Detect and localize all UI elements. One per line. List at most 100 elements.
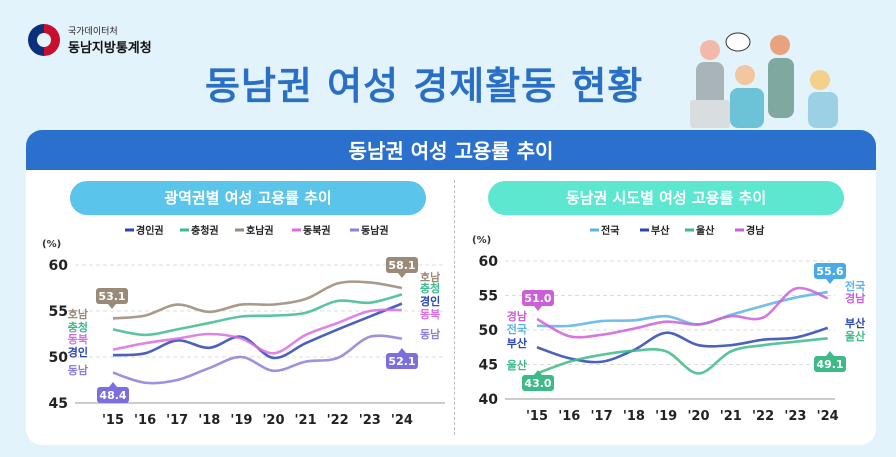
y-tick-label: 45 xyxy=(479,358,498,374)
x-tick-label: '24 xyxy=(391,413,413,428)
regional-employment-chart: (%) 45 50 55 60 '15 '16 '17 '18 '19 '20 '21 '22 '23 '2… xyxy=(42,224,445,428)
value-callout xyxy=(386,257,418,273)
series-start-label: 충청 xyxy=(68,320,88,334)
callout-pointer xyxy=(534,306,542,311)
y-tick-label: 40 xyxy=(479,392,499,408)
x-tick-label: '18 xyxy=(198,413,220,428)
y-tick-label: 60 xyxy=(49,258,69,274)
series-end-label: 호남 xyxy=(420,270,440,284)
callout-value: 51.0 xyxy=(524,292,551,305)
legend-label: 울산 xyxy=(696,224,715,237)
series-line-경남 xyxy=(536,286,829,339)
government-emblem-icon xyxy=(28,24,60,56)
series-start-label: 울산 xyxy=(507,358,527,372)
callout-value: 48.4 xyxy=(99,389,126,402)
x-tick-label: '21 xyxy=(295,413,317,428)
section-banner: 동남권 여성 고용률 추이 xyxy=(26,130,876,170)
value-callout xyxy=(814,263,846,279)
southeast-province-employment-chart: (%) 40 45 50 55 60 '15 '16 '17 '18 '19 '20 '21 '22 '23… xyxy=(472,224,865,424)
callout-value: 49.1 xyxy=(816,358,843,371)
series-line-호남 xyxy=(112,280,403,320)
legend-label: 전국 xyxy=(601,224,619,237)
value-callout xyxy=(386,353,418,369)
series-start-label: 경남 xyxy=(507,309,527,323)
x-tick-label: '22 xyxy=(752,409,774,424)
callout-pointer xyxy=(534,370,542,375)
value-callout xyxy=(522,375,554,391)
legend-label: 동남권 xyxy=(361,224,389,237)
x-tick-label: '23 xyxy=(359,413,381,428)
legend-label: 동북권 xyxy=(303,225,331,237)
legend-label: 호남권 xyxy=(246,224,274,237)
callout-pointer xyxy=(398,348,406,353)
value-callout xyxy=(814,356,846,372)
series-end-label: 경남 xyxy=(845,291,865,305)
series-end-label: 경인 xyxy=(420,294,440,308)
x-tick-label: '20 xyxy=(262,413,284,428)
value-callout xyxy=(97,387,129,403)
x-tick-label: '24 xyxy=(817,409,839,424)
series-end-label: 전국 xyxy=(845,279,865,293)
series-end-label: 울산 xyxy=(845,329,865,343)
x-tick-label: '15 xyxy=(526,409,548,424)
x-tick-label: '16 xyxy=(134,413,156,428)
series-line-충청 xyxy=(112,293,403,337)
y-axis-unit: (%) xyxy=(42,239,61,250)
legend-label: 부산 xyxy=(651,224,670,237)
x-tick-label: '23 xyxy=(784,409,806,424)
x-tick-label: '21 xyxy=(720,409,742,424)
series-start-label: 전국 xyxy=(507,322,527,336)
people-illustration xyxy=(690,32,838,128)
value-callout xyxy=(96,288,128,304)
series-end-label: 부산 xyxy=(845,316,865,330)
x-tick-label: '19 xyxy=(230,413,252,428)
series-line-동남 xyxy=(112,334,403,385)
callout-pointer xyxy=(826,279,834,284)
callout-pointer xyxy=(108,304,116,309)
callout-value: 58.1 xyxy=(388,259,415,272)
series-start-label: 동북 xyxy=(68,332,88,346)
y-tick-label: 50 xyxy=(49,350,69,366)
org-name-line1: 국가데이터처 xyxy=(68,27,118,37)
callout-pointer xyxy=(398,273,406,278)
y-tick-label: 55 xyxy=(49,304,68,320)
chart1-title: 광역권별 여성 고용률 추이 xyxy=(70,181,426,215)
divider xyxy=(454,180,455,435)
series-start-label: 부산 xyxy=(507,336,527,350)
y-tick-label: 45 xyxy=(49,396,68,412)
callout-value: 55.6 xyxy=(816,265,843,278)
y-tick-label: 60 xyxy=(479,254,499,270)
series-start-label: 동남 xyxy=(68,364,88,377)
x-tick-label: '17 xyxy=(166,413,188,428)
page-title: 동남권 여성 경제활동 현황 xyxy=(205,64,644,108)
x-tick-label: '15 xyxy=(102,413,124,428)
series-start-label: 호남 xyxy=(68,307,88,321)
org-name-line2: 동남지방통계청 xyxy=(68,41,152,56)
employment-trend-panel: 동남권 여성 고용률 추이 광역권별 여성 고용률 추이 동남권 시도별 여성 … xyxy=(26,130,876,445)
x-tick-label: '16 xyxy=(558,409,580,424)
callout-value: 43.0 xyxy=(524,377,551,390)
series-end-label: 동남 xyxy=(420,328,440,341)
callout-pointer xyxy=(109,382,117,387)
callout-value: 52.1 xyxy=(388,355,415,368)
x-tick-label: '19 xyxy=(655,409,677,424)
x-tick-label: '18 xyxy=(623,409,645,424)
x-tick-label: '22 xyxy=(327,413,349,428)
series-end-label: 동북 xyxy=(420,307,440,321)
y-tick-label: 50 xyxy=(479,323,499,339)
series-end-label: 충청 xyxy=(420,281,440,295)
x-tick-label: '17 xyxy=(591,409,613,424)
legend-label: 경남 xyxy=(746,224,765,237)
logo: 국가데이터처 동남지방통계청 xyxy=(28,24,152,56)
value-callout xyxy=(522,290,554,306)
y-tick-label: 55 xyxy=(479,289,498,305)
legend-label: 경인권 xyxy=(136,224,164,237)
series-line-울산 xyxy=(536,336,828,375)
x-tick-label: '20 xyxy=(687,409,709,424)
chart2-title: 동남권 시도별 여성 고용률 추이 xyxy=(488,181,844,215)
legend-label: 충청권 xyxy=(191,224,219,237)
series-start-label: 경인 xyxy=(68,345,88,359)
y-axis-unit: (%) xyxy=(472,235,491,246)
callout-value: 53.1 xyxy=(98,290,125,303)
series-line-동북 xyxy=(112,308,402,355)
